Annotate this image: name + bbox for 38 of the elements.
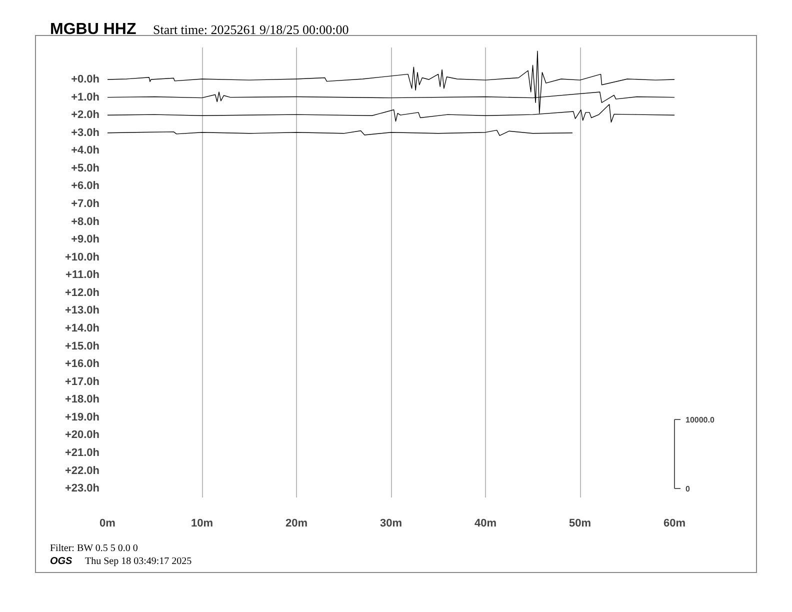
y-tick-label: +18.0h [64,394,100,406]
y-tick-label: +3.0h [71,126,100,139]
y-tick-label: +19.0h [64,411,100,424]
text: Thu Sep 18 03:49:17 2025 [85,555,192,568]
text: OGS [50,555,72,568]
x-tick-label: 10m [190,518,214,530]
y-tick-label: +20.0h [64,429,100,442]
y-tick-label: +12.0h [64,286,100,299]
x-tick-label: 60m [663,518,686,530]
y-tick-label: +5.0h [71,162,100,174]
y-tick-label: +23.0h [64,482,100,495]
x-tick-label: 0m [100,518,116,530]
x-tick-label: 20m [285,518,308,530]
y-tick-label: +2.0h [71,109,100,122]
chart-subtitle: Start time: 2025261 9/18/25 00:00:00 [153,21,349,39]
y-tick-label: +21.0h [64,447,100,460]
y-tick-label: +8.0h [71,216,100,228]
y-tick-label: +7.0h [71,198,100,210]
y-tick-label: +4.0h [71,144,100,157]
x-tick-label: 50m [568,518,592,530]
y2-tick-label: 10000.0 [686,416,715,425]
y-tick-label: +10.0h [64,251,100,264]
x-tick-label: 40m [474,518,497,530]
y-tick-label: +0.0h [71,74,100,86]
text: Filter: BW 0.5 5 0.0 0 [50,542,138,555]
y-tick-label: +1.0h [71,91,100,104]
y-tick-label: +17.0h [64,376,100,388]
y-tick-label: +6.0h [71,180,100,192]
y-tick-label: +15.0h [64,340,100,352]
y-tick-label: +14.0h [64,322,100,335]
y-tick-label: +16.0h [64,358,100,370]
chart-title: MGBU HHZ [50,20,136,40]
y2-tick-label: 0 [686,484,690,494]
y-tick-label: +13.0h [64,304,100,317]
x-tick-label: 30m [380,518,402,530]
y-tick-label: +22.0h [64,464,100,477]
y-tick-label: +9.0h [71,234,100,246]
y-tick-label: +11.0h [66,269,100,282]
